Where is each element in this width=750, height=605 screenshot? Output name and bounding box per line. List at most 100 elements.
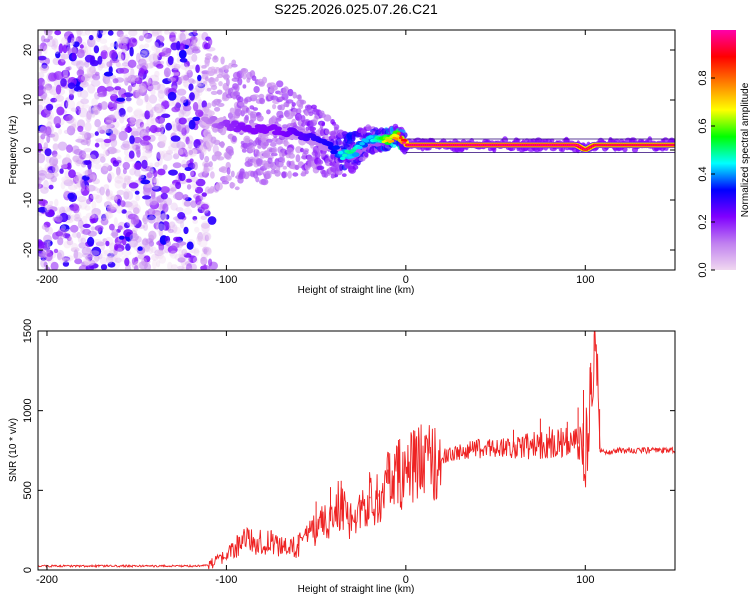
spectrogram-cell (143, 222, 148, 231)
spectrogram-cell (55, 51, 61, 59)
spectrogram-cell (168, 221, 173, 231)
spectrogram-cell (129, 46, 134, 57)
spectrogram-cell (316, 165, 325, 171)
spectrogram-cell (215, 182, 223, 191)
spectrogram-ridge-cell (587, 147, 590, 150)
spectrogram-cell (179, 220, 185, 229)
spectrogram-cell (65, 153, 70, 161)
spectrogram-cell (63, 240, 72, 249)
spectrogram-cell (201, 100, 208, 109)
spectrogram-cell (63, 129, 71, 134)
spectrogram-cell (48, 72, 57, 82)
spectrogram-cell (67, 36, 72, 43)
spectrogram-cell (124, 257, 130, 267)
spectrogram-cell (91, 30, 100, 37)
spectrogram-cell (66, 144, 73, 153)
spectrogram-cell (208, 161, 213, 168)
spectrogram-cell (130, 130, 140, 137)
spectrogram-cell (178, 147, 186, 155)
spectrogram-cell (141, 257, 148, 267)
spectrogram-cell (51, 44, 58, 50)
spectrogram-ridge-cell (574, 144, 577, 146)
spectrogram-cell (129, 200, 139, 209)
spectrogram-cell (270, 95, 279, 101)
spectrogram-cell (112, 160, 120, 167)
spectrogram-cell (114, 257, 122, 264)
spectrogram-cell (234, 186, 240, 191)
spectrogram-cell (38, 199, 48, 207)
spectrogram-cell (226, 167, 231, 175)
spectrogram-cell (221, 180, 230, 185)
spectrogram-cell (142, 150, 153, 159)
spectrogram-ridge-cell (390, 139, 395, 143)
spectrogram-cell (78, 200, 88, 210)
spectrogram-cell (91, 200, 97, 210)
spectrogram-ridge-cell (487, 144, 491, 146)
spectrogram-cell (61, 206, 71, 213)
spectrogram-cell (109, 204, 119, 210)
spectrogram-ridge-cell (649, 144, 652, 146)
spectrogram-cell (99, 129, 105, 134)
spectrogram-cell (40, 258, 47, 268)
spectrogram-ridge-cell (533, 144, 536, 146)
spectrogram-cell (100, 241, 106, 251)
spectrogram-cell (101, 59, 110, 69)
spectrogram-cell (170, 142, 180, 149)
spectrogram-cell (87, 84, 96, 94)
spectrogram-cell (140, 126, 145, 135)
colorbar-tick-label: 0.6 (697, 118, 709, 133)
spectrogram-cell (171, 121, 176, 128)
spectrogram-ridge-cell (500, 144, 504, 146)
spectrogram-ridge-cell (578, 146, 581, 148)
spectrogram-cell (52, 154, 62, 160)
spectrogram-cell (173, 70, 181, 77)
spectrogram-cell (124, 148, 129, 156)
spectrogram-cell (127, 85, 133, 93)
spectrogram-cell (97, 62, 104, 71)
spectrogram-cell (124, 52, 130, 61)
spectrogram-cell (213, 55, 218, 60)
spectrogram-cell (100, 49, 108, 60)
spectrogram-cell (40, 186, 49, 194)
spectrogram-cell (160, 210, 166, 221)
spectrogram-cell (201, 65, 207, 69)
spectrogram-cell (138, 174, 145, 179)
spectrogram-cell (195, 64, 200, 73)
spectrogram-cell (61, 176, 71, 183)
spectrogram-cell (162, 164, 168, 171)
spectrogram-cell (192, 149, 198, 157)
spectrogram-cell (84, 205, 91, 211)
spectrogram-cell (80, 74, 90, 82)
spectrogram-ridge-cell (427, 144, 430, 146)
spectrogram-cell (285, 99, 294, 104)
spectrogram-cell (149, 80, 160, 86)
spectrogram-cell (197, 88, 203, 97)
spectrogram-cell (206, 87, 212, 92)
spectrogram-cell (270, 85, 278, 91)
spectrogram-cell (74, 213, 80, 219)
spectrogram-cell (57, 141, 68, 151)
spectrogram-cell (128, 30, 138, 37)
spectrogram-cell (133, 74, 140, 82)
spectrogram-cell (54, 45, 60, 55)
spectrogram-ridge-cell (580, 147, 583, 149)
spectrogram-cell (100, 101, 108, 110)
spectrogram-cell (193, 161, 199, 171)
spectrogram-cell (180, 96, 187, 104)
spectrogram-ridge-cell (414, 144, 418, 146)
spectrogram-cell (178, 249, 184, 260)
spectrogram-cell (38, 170, 47, 176)
spectrogram-cell (281, 92, 289, 101)
spectrogram-ridge-cell (625, 144, 629, 146)
spectrogram-cell (231, 63, 238, 68)
spectrogram-cell (249, 111, 258, 119)
spectrogram-cell (49, 156, 59, 167)
spectrogram-cell (195, 33, 204, 41)
spectrogram-cell (123, 191, 130, 200)
spectrogram-cell (55, 214, 63, 223)
spectrogram-cell (292, 91, 297, 99)
spectrogram-cell (177, 257, 186, 263)
spectrogram-cell (54, 98, 63, 103)
spectrogram-ridge-cell (494, 144, 497, 146)
